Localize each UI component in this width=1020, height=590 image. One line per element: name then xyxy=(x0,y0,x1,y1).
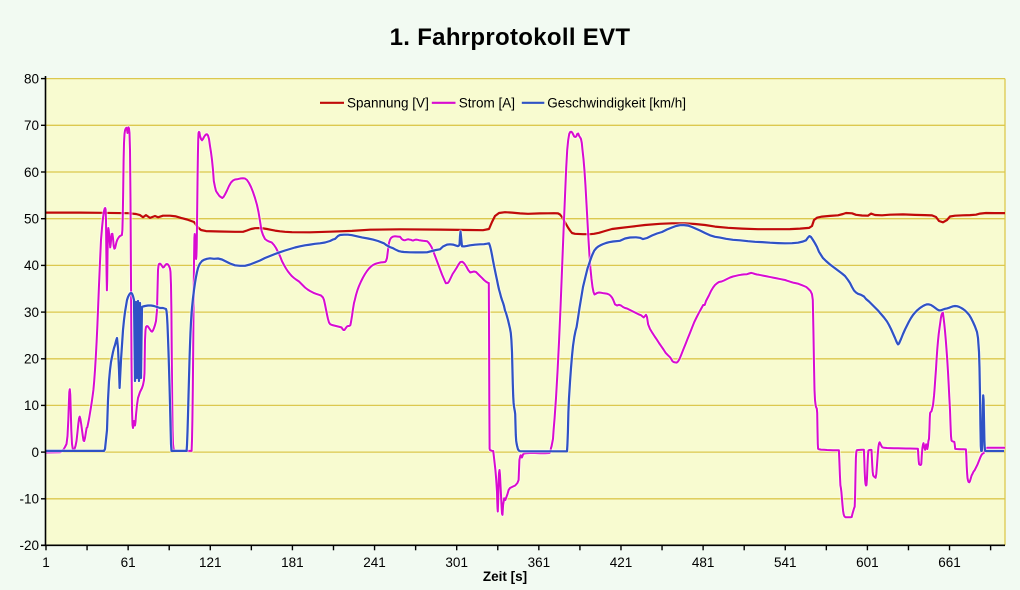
svg-text:Spannung [V]: Spannung [V] xyxy=(347,95,429,110)
svg-text:61: 61 xyxy=(121,555,136,570)
svg-text:20: 20 xyxy=(24,352,39,367)
svg-text:661: 661 xyxy=(938,555,961,570)
svg-text:80: 80 xyxy=(24,71,39,86)
svg-text:241: 241 xyxy=(363,555,386,570)
svg-text:481: 481 xyxy=(692,555,715,570)
svg-text:-20: -20 xyxy=(19,538,39,553)
svg-text:Geschwindigkeit [km/h]: Geschwindigkeit [km/h] xyxy=(547,95,686,110)
svg-text:10: 10 xyxy=(24,398,39,413)
svg-text:50: 50 xyxy=(24,212,39,227)
svg-text:30: 30 xyxy=(24,305,39,320)
svg-text:Strom [A]: Strom [A] xyxy=(459,95,515,110)
svg-text:40: 40 xyxy=(24,258,39,273)
svg-text:181: 181 xyxy=(281,555,304,570)
svg-text:541: 541 xyxy=(774,555,797,570)
svg-text:421: 421 xyxy=(610,555,633,570)
svg-text:Zeit [s]: Zeit [s] xyxy=(483,569,527,584)
svg-text:601: 601 xyxy=(856,555,879,570)
svg-text:70: 70 xyxy=(24,118,39,133)
svg-text:0: 0 xyxy=(31,445,39,460)
svg-text:-10: -10 xyxy=(19,492,39,507)
svg-text:301: 301 xyxy=(445,555,468,570)
svg-text:1: 1 xyxy=(42,555,50,570)
svg-text:361: 361 xyxy=(528,555,551,570)
svg-text:121: 121 xyxy=(199,555,222,570)
svg-text:60: 60 xyxy=(24,165,39,180)
